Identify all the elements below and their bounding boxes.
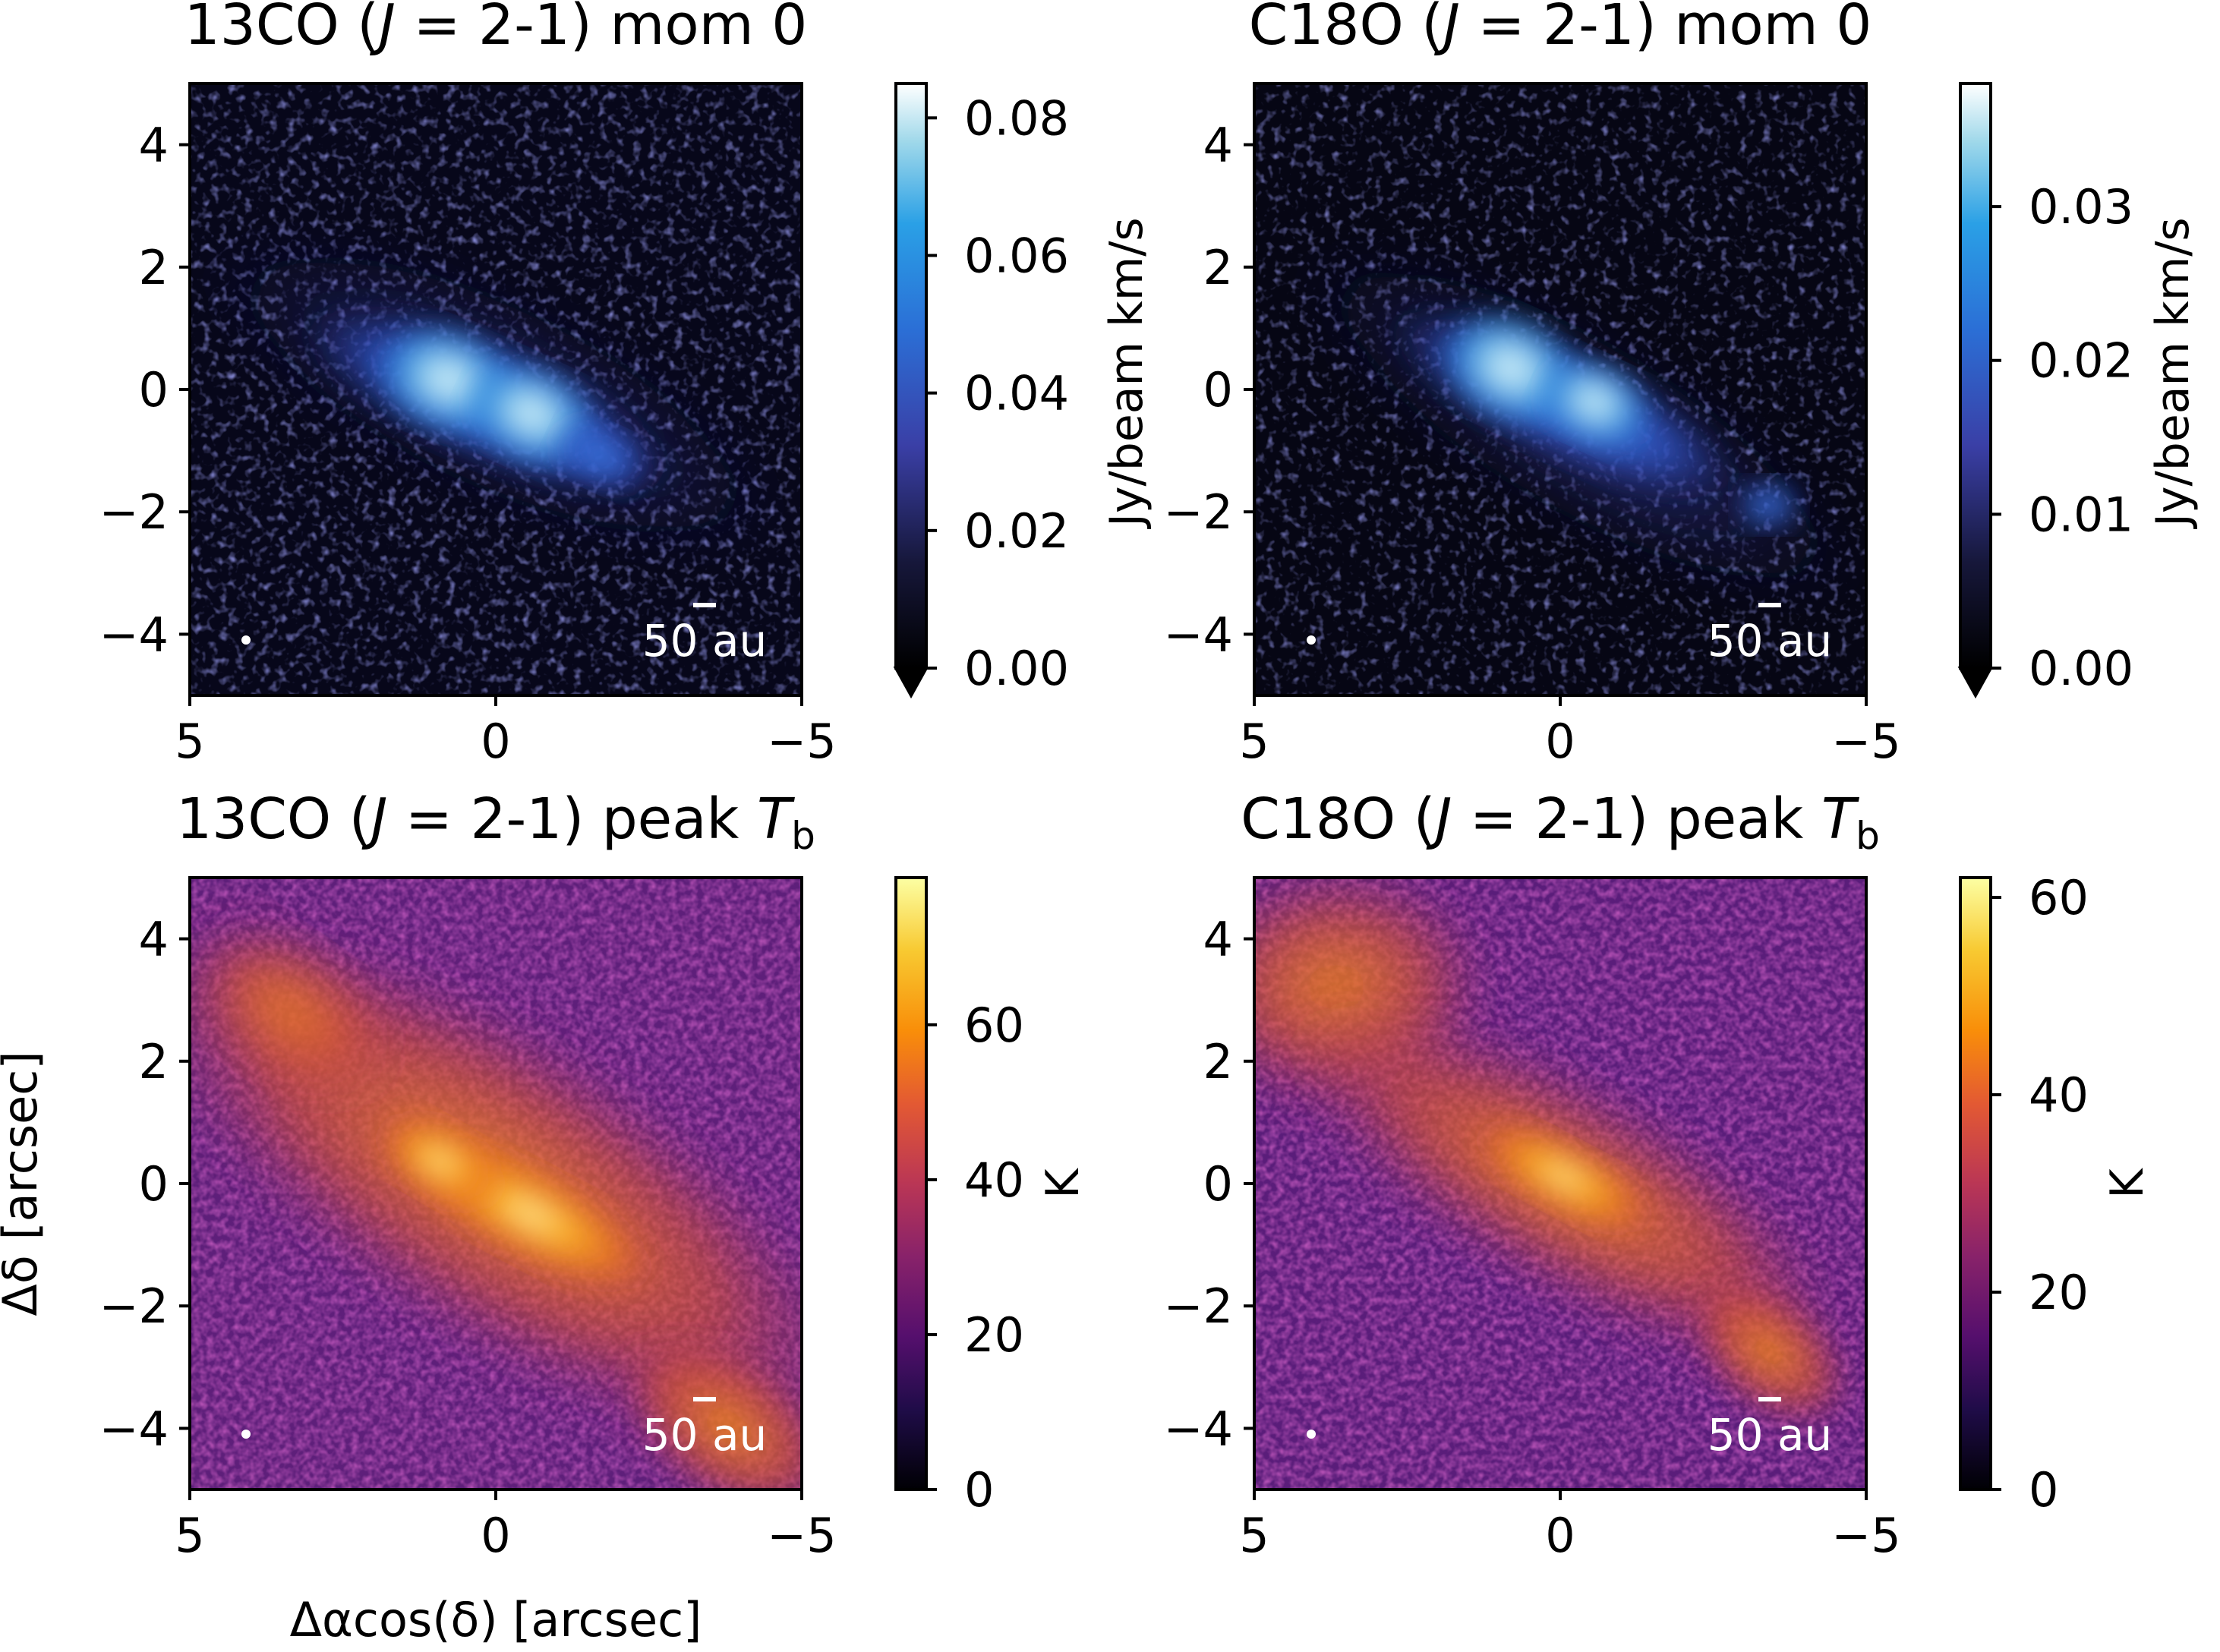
colorbar-label: Jy/beam km/s xyxy=(2146,217,2200,529)
y-tick-label: −4 xyxy=(1164,607,1233,662)
y-tick-label: 4 xyxy=(139,912,169,967)
y-tick-label: −4 xyxy=(99,1401,169,1456)
y-tick-label: 4 xyxy=(1203,912,1233,967)
colorbar-tick-label: 20 xyxy=(964,1307,1024,1363)
y-ticks: 4 2 0 −2 −4 xyxy=(99,912,190,1456)
x-ticks: 5 0 −5 xyxy=(1239,1490,1901,1563)
image-area: 50 au xyxy=(1254,84,1866,695)
colorbar xyxy=(894,82,928,670)
y-ticks: 4 2 0 −2 −4 xyxy=(1164,912,1254,1456)
y-tick-label: 4 xyxy=(1203,118,1233,173)
x-tick-label: −5 xyxy=(767,714,836,769)
panel-c18o-mom0: C18O (J = 2-1) mom 0 50 au 4 2 0 −2 −4 5 0 −5 xyxy=(1164,0,1901,769)
colorbar-extend-arrow xyxy=(1957,667,1994,699)
x-tick-label: −5 xyxy=(767,1508,836,1563)
y-ticks: 4 2 0 −2 −4 xyxy=(1164,118,1254,662)
x-axis-label: Δαcos(δ) [arcsec] xyxy=(290,1592,702,1647)
x-tick-label: 5 xyxy=(175,714,204,769)
x-tick-label: 0 xyxy=(1545,1508,1575,1563)
colorbar-c18o-peak-tb: 0 20 40 60 K xyxy=(1959,870,2154,1518)
colorbar-13co-mom0: 0.00 0.02 0.04 0.06 0.08 Jy/beam km/s xyxy=(893,82,1153,699)
y-tick-label: 0 xyxy=(139,362,169,418)
y-tick-label: −2 xyxy=(1164,484,1233,540)
panel-c18o-peak-tb: C18O (J = 2-1) peak Tb 50 au 4 2 0 −2 −4 5 0 −… xyxy=(1164,787,1901,1563)
x-tick-label: 0 xyxy=(1545,714,1575,769)
colorbar xyxy=(1959,876,1992,1491)
y-tick-label: 2 xyxy=(1203,1034,1233,1089)
colorbar-tick-label: 0.03 xyxy=(2029,179,2133,235)
x-ticks: 5 0 −5 xyxy=(175,1490,837,1563)
x-tick-label: 0 xyxy=(481,714,510,769)
colorbar-13co-peak-tb: 0 20 40 60 K xyxy=(894,876,1090,1518)
x-tick-label: 5 xyxy=(175,1508,204,1563)
scale-bar-label: 50 au xyxy=(1708,1409,1833,1461)
y-tick-label: −2 xyxy=(99,484,169,540)
panel-title: C18O (J = 2-1) mom 0 xyxy=(1249,0,1872,58)
image-area: 50 au xyxy=(190,878,802,1490)
colorbar-label: Jy/beam km/s xyxy=(1100,217,1153,529)
colorbar xyxy=(894,876,928,1491)
colorbar-tick-label: 0.04 xyxy=(964,366,1069,421)
colorbar-tick-label: 0.01 xyxy=(2029,487,2133,542)
colorbar-tick-label: 0.06 xyxy=(964,228,1069,283)
panel-title: 13CO (J = 2-1) peak Tb xyxy=(176,787,815,858)
panel-13co-mom0: 13CO (J = 2-1) mom 0 50 au 4 2 0 −2 −4 5 0 −5 xyxy=(99,0,837,769)
colorbar-label: K xyxy=(2101,1168,2154,1199)
colorbar-ticks: 0.00 0.01 0.02 0.03 xyxy=(1991,179,2133,696)
x-tick-label: −5 xyxy=(1831,714,1900,769)
colorbar-extend-arrow xyxy=(893,667,929,699)
colorbar-tick-label: 0 xyxy=(964,1462,994,1518)
beam-ellipse xyxy=(241,1430,251,1439)
colorbar xyxy=(1959,82,1992,670)
x-tick-label: 0 xyxy=(481,1508,510,1563)
colorbar-tick-label: 40 xyxy=(964,1152,1024,1208)
y-tick-label: −4 xyxy=(99,607,169,662)
colorbar-tick-label: 40 xyxy=(2029,1067,2089,1123)
x-ticks: 5 0 −5 xyxy=(175,695,837,769)
colorbar-ticks: 0 20 40 60 xyxy=(1991,870,2089,1518)
colorbar-tick-label: 0.08 xyxy=(964,90,1069,146)
y-tick-label: −4 xyxy=(1164,1401,1233,1456)
beam-ellipse xyxy=(1307,635,1316,645)
colorbar-tick-label: 20 xyxy=(2029,1265,2089,1320)
y-ticks: 4 2 0 −2 −4 xyxy=(99,118,190,662)
y-tick-label: 0 xyxy=(1203,1156,1233,1212)
colorbar-ticks: 0.00 0.02 0.04 0.06 0.08 xyxy=(926,90,1069,696)
y-tick-label: 0 xyxy=(1203,362,1233,418)
y-tick-label: 4 xyxy=(139,118,169,173)
scale-bar-label: 50 au xyxy=(1708,615,1833,667)
colorbar-tick-label: 0.00 xyxy=(964,641,1069,696)
colorbar-tick-label: 0 xyxy=(2029,1462,2058,1518)
colorbar-label: K xyxy=(1036,1168,1090,1199)
colorbar-c18o-mom0: 0.00 0.01 0.02 0.03 Jy/beam km/s xyxy=(1957,82,2200,699)
colorbar-tick-label: 0.02 xyxy=(964,503,1069,559)
x-tick-label: 5 xyxy=(1239,714,1269,769)
colorbar-tick-label: 60 xyxy=(964,998,1024,1053)
y-tick-label: 0 xyxy=(139,1156,169,1212)
y-tick-label: 2 xyxy=(139,240,169,295)
panel-13co-peak-tb: 13CO (J = 2-1) peak Tb 50 au 4 2 0 −2 −4 5 0 −… xyxy=(99,787,837,1563)
x-ticks: 5 0 −5 xyxy=(1239,695,1901,769)
y-axis-label: Δδ [arcsec] xyxy=(0,1051,48,1316)
colorbar-tick-label: 0.00 xyxy=(2029,641,2133,696)
image-area: 50 au xyxy=(190,84,802,695)
y-tick-label: 2 xyxy=(139,1034,169,1089)
beam-ellipse xyxy=(241,635,251,645)
colorbar-tick-label: 60 xyxy=(2029,870,2089,925)
colorbar-ticks: 0 20 40 60 xyxy=(926,998,1024,1518)
beam-ellipse xyxy=(1307,1430,1316,1439)
image-area: 50 au xyxy=(1254,878,1866,1490)
y-tick-label: −2 xyxy=(99,1278,169,1334)
y-tick-label: 2 xyxy=(1203,240,1233,295)
x-tick-label: −5 xyxy=(1831,1508,1900,1563)
panel-title: C18O (J = 2-1) peak Tb xyxy=(1241,787,1880,858)
scale-bar-label: 50 au xyxy=(642,615,768,667)
scale-bar-label: 50 au xyxy=(642,1409,768,1461)
y-tick-label: −2 xyxy=(1164,1278,1233,1334)
panel-title: 13CO (J = 2-1) mom 0 xyxy=(184,0,808,58)
x-tick-label: 5 xyxy=(1239,1508,1269,1563)
colorbar-tick-label: 0.02 xyxy=(2029,333,2133,389)
